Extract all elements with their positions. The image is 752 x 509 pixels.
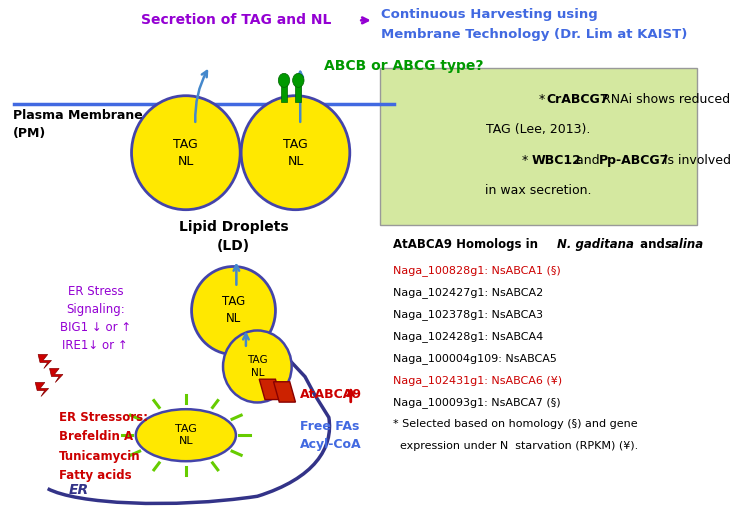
Text: TAG
NL: TAG NL — [175, 424, 197, 446]
Ellipse shape — [293, 73, 304, 88]
Text: Lipid Droplets
(LD): Lipid Droplets (LD) — [179, 220, 288, 253]
Polygon shape — [274, 382, 296, 402]
Text: AtABCA9 Homologs in: AtABCA9 Homologs in — [393, 238, 541, 251]
Text: TAG
NL: TAG NL — [283, 138, 308, 167]
Circle shape — [223, 330, 292, 403]
Text: is involved: is involved — [660, 154, 730, 167]
Polygon shape — [259, 379, 281, 400]
Text: Brefeldin A: Brefeldin A — [59, 430, 133, 443]
Text: RNAi shows reduced: RNAi shows reduced — [598, 93, 729, 106]
Text: Naga_100004g109: NsABCA5: Naga_100004g109: NsABCA5 — [393, 353, 556, 364]
Text: TAG (Lee, 2013).: TAG (Lee, 2013). — [487, 123, 591, 136]
Text: ER Stress
Signaling:
BIG1 ↓ or ↑
IRE1↓ or ↑: ER Stress Signaling: BIG1 ↓ or ↑ IRE1↓ o… — [59, 285, 131, 352]
Text: Naga_102428g1: NsABCA4: Naga_102428g1: NsABCA4 — [393, 331, 543, 342]
Text: Naga_100093g1: NsABCA7 (§): Naga_100093g1: NsABCA7 (§) — [393, 397, 560, 408]
Text: and: and — [635, 238, 669, 251]
Text: AtABCA9: AtABCA9 — [300, 388, 362, 401]
Ellipse shape — [136, 409, 236, 461]
Text: ER Stressors:: ER Stressors: — [59, 411, 148, 424]
Polygon shape — [38, 354, 51, 369]
FancyBboxPatch shape — [296, 84, 302, 102]
Text: and: and — [572, 154, 604, 167]
Text: Secretion of TAG and NL: Secretion of TAG and NL — [141, 13, 332, 27]
Text: expression under N  starvation (RPKM) (¥).: expression under N starvation (RPKM) (¥)… — [393, 441, 638, 451]
Text: ER: ER — [68, 483, 89, 497]
Circle shape — [241, 96, 350, 210]
Text: *: * — [523, 154, 532, 167]
Text: Naga_102378g1: NsABCA3: Naga_102378g1: NsABCA3 — [393, 309, 543, 320]
Text: salina: salina — [666, 238, 705, 251]
Text: TAG
NL: TAG NL — [222, 296, 245, 325]
Ellipse shape — [278, 73, 290, 88]
Text: *: * — [538, 93, 549, 106]
Text: Continuous Harvesting using: Continuous Harvesting using — [381, 8, 598, 21]
Text: TAG
NL: TAG NL — [174, 138, 199, 167]
Polygon shape — [50, 369, 63, 382]
Text: Free FAs
Acyl-CoA: Free FAs Acyl-CoA — [300, 420, 362, 450]
Text: Naga_102431g1: NsABCA6 (¥): Naga_102431g1: NsABCA6 (¥) — [393, 375, 562, 386]
Text: Plasma Membrane
(PM): Plasma Membrane (PM) — [14, 109, 143, 140]
Text: Fatty acids: Fatty acids — [59, 469, 132, 482]
Text: Tunicamycin: Tunicamycin — [59, 449, 141, 463]
Circle shape — [192, 267, 275, 354]
Text: WBC12: WBC12 — [532, 154, 582, 167]
Text: Naga_100828g1: NsABCA1 (§): Naga_100828g1: NsABCA1 (§) — [393, 265, 560, 276]
Text: in wax secretion.: in wax secretion. — [485, 184, 592, 197]
Text: * Selected based on homology (§) and gene: * Selected based on homology (§) and gen… — [393, 419, 637, 429]
FancyBboxPatch shape — [381, 68, 697, 225]
Polygon shape — [35, 382, 49, 397]
Text: Naga_102427g1: NsABCA2: Naga_102427g1: NsABCA2 — [393, 287, 543, 298]
Text: N. gaditana: N. gaditana — [556, 238, 633, 251]
Text: CrABCG7: CrABCG7 — [546, 93, 608, 106]
Text: ABCB or ABCG type?: ABCB or ABCG type? — [324, 59, 484, 73]
Text: Membrane Technology (Dr. Lim at KAIST): Membrane Technology (Dr. Lim at KAIST) — [381, 28, 687, 41]
FancyBboxPatch shape — [281, 84, 287, 102]
Text: TAG
NL: TAG NL — [247, 355, 268, 378]
Text: Pp-ABCG7: Pp-ABCG7 — [599, 154, 669, 167]
Circle shape — [132, 96, 240, 210]
